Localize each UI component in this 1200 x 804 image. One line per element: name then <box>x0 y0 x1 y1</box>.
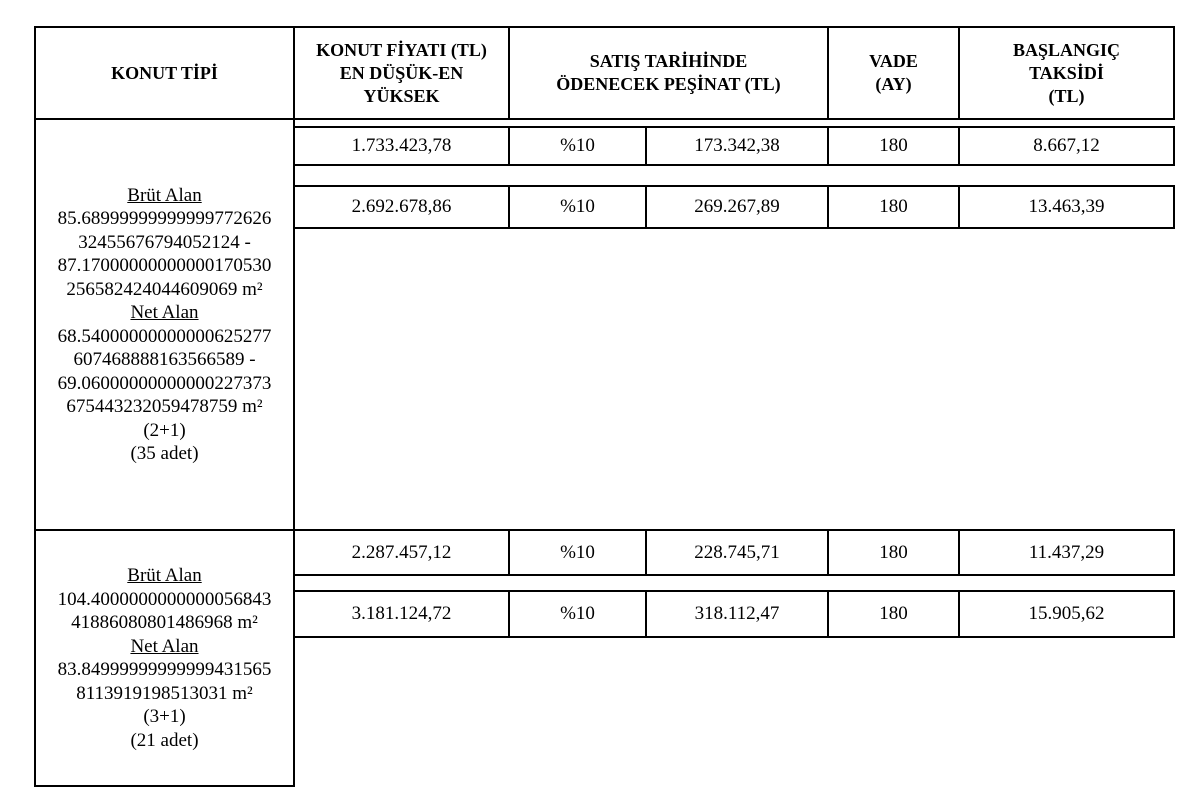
installment-cell: 15.905,62 <box>958 590 1175 638</box>
header-pesinat: SATIŞ TARİHİNDE ÖDENECEK PEŞİNAT (TL) <box>508 26 829 120</box>
oda-sayisi: (3+1) <box>143 706 186 727</box>
price-cell: 3.181.124,72 <box>293 590 510 638</box>
header-taksit: BAŞLANGIÇ TAKSİDİ (TL) <box>958 26 1175 120</box>
term-cell: 180 <box>827 529 960 576</box>
brut-alan-label: Brüt Alan <box>127 565 202 586</box>
downpayment-cell: 318.112,47 <box>645 590 829 638</box>
term-cell: 180 <box>827 590 960 638</box>
brut-alan-value: 85.68999999999999772626 3245567679405212… <box>57 208 272 300</box>
header-konut-tipi: KONUT TİPİ <box>34 26 295 120</box>
price-cell: 2.692.678,86 <box>293 185 510 229</box>
brut-alan-label: Brüt Alan <box>127 184 202 206</box>
konut-tipi-cell-2plus1: Brüt Alan 85.68999999999999772626 324556… <box>34 118 295 531</box>
konut-tipi-cell-3plus1: Brüt Alan 104.4000000000000056843 418860… <box>34 529 295 787</box>
adet: (21 adet) <box>130 729 199 751</box>
downpayment-cell: 269.267,89 <box>645 185 829 229</box>
installment-cell: 13.463,39 <box>958 185 1175 229</box>
price-cell: 1.733.423,78 <box>293 126 510 166</box>
downpayment-cell: 228.745,71 <box>645 529 829 576</box>
downpayment-rate-cell: %10 <box>508 185 647 229</box>
price-cell: 2.287.457,12 <box>293 529 510 576</box>
installment-cell: 8.667,12 <box>958 126 1175 166</box>
net-alan-label: Net Alan <box>130 302 199 323</box>
adet: (35 adet) <box>130 443 199 464</box>
oda-sayisi: (2+1) <box>143 419 186 441</box>
downpayment-rate-cell: %10 <box>508 126 647 166</box>
downpayment-rate-cell: %10 <box>508 529 647 576</box>
net-alan-value: 68.54000000000000625277 6074688881635665… <box>57 325 272 418</box>
term-cell: 180 <box>827 126 960 166</box>
installment-cell: 11.437,29 <box>958 529 1175 576</box>
brut-alan-value: 104.4000000000000056843 4188608080148696… <box>57 588 272 634</box>
downpayment-cell: 173.342,38 <box>645 126 829 166</box>
header-konut-fiyati: KONUT FİYATI (TL) EN DÜŞÜK-EN YÜKSEK <box>293 26 510 120</box>
net-alan-label: Net Alan <box>130 635 199 657</box>
header-vade: VADE (AY) <box>827 26 960 120</box>
term-cell: 180 <box>827 185 960 229</box>
downpayment-rate-cell: %10 <box>508 590 647 638</box>
net-alan-value: 83.84999999999999431565 8113919198513031… <box>57 659 272 704</box>
